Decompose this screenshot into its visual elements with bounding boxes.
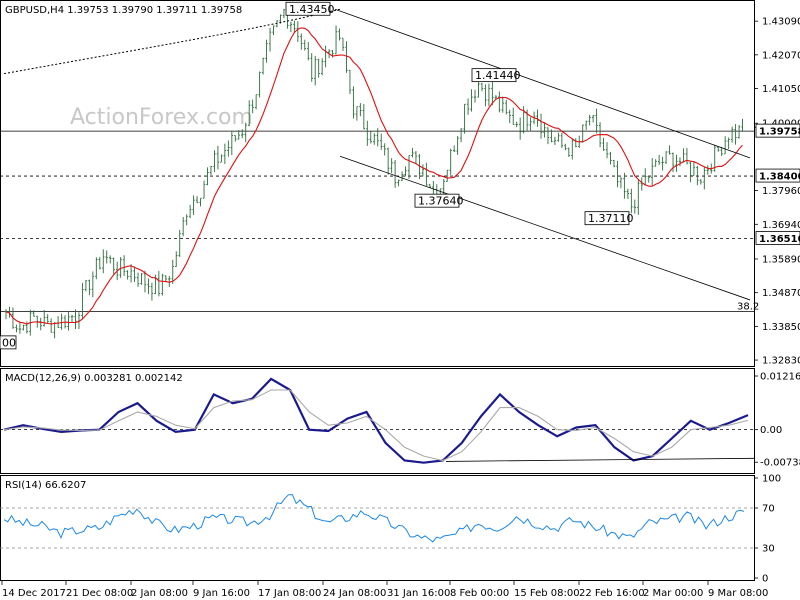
y-tick-label: 1.34870 [762,288,800,299]
y-tick-label: 1.36940 [762,220,800,231]
rsi-layer [0,494,754,549]
rsi-title: RSI(14) 66.6207 [5,480,86,491]
macd-title: MACD(12,26,9) 0.003281 0.002142 [5,373,183,384]
y-tick-label: 1.32830 [762,356,800,367]
level-label-box [755,168,800,183]
y-tick-label: 1.43090 [762,17,800,28]
rsi-y-tick-label: 30 [762,544,775,555]
x-tick-label: 2 Jan 08:00 [131,588,188,599]
dotted-long-ma [3,8,341,75]
price-layer: 1.43450 1.41440 1.37640 1.37110 00 38.2 [0,1,759,350]
y-tick-label: 1.37960 [762,186,800,197]
rsi-y-tick-label: 70 [762,504,775,515]
current-price-label-box [755,123,800,138]
level-label: 1.38400 [759,172,800,183]
price-panel-frame [0,0,755,367]
macd-y-tick-label: 0.00 [760,425,782,436]
level-label: 1.36510 [759,234,800,245]
price-tag-box [0,335,17,350]
price-tag-label: 00 [2,336,16,349]
x-tick-label: 15 Feb 08:00 [514,588,580,599]
upper-trend-line [334,8,751,159]
x-tick-label: 22 Feb 16:00 [579,588,645,599]
macd-layer [0,377,755,464]
rsi-panel-frame [0,475,755,581]
price-tag-box [285,1,331,16]
macd-y-tick-label: -0.007384 [760,458,800,469]
price-tag-label: 1.41440 [475,69,521,82]
y-tick-label: 1.35890 [762,254,800,265]
lower-channel-line [339,155,751,301]
watermark: ActionForex.com [70,105,253,130]
x-tick-label: 17 Jan 08:00 [258,588,321,599]
x-tick-label: 9 Jan 16:00 [193,588,250,599]
y-tick-label: 1.42070 [762,50,800,61]
level-label-box [755,231,800,245]
current-price-label: 1.39758 [759,127,800,138]
price-tag-box [584,211,630,226]
x-tick-label: 9 Mar 08:00 [708,588,768,599]
price-tag-label: 1.37110 [588,212,634,225]
rsi-line [3,494,745,543]
price-tag-label: 1.43450 [289,3,335,16]
x-tick-label: 14 Dec 2017 [2,588,66,599]
price-tag-box [471,68,517,83]
macd-line [3,377,749,464]
rsi-y-tick-label: 0 [762,574,768,585]
price-tag-box [414,193,460,208]
x-tick-label: 31 Jan 16:00 [387,588,450,599]
x-tick-label: 24 Jan 08:00 [323,588,386,599]
signal-line [3,389,749,462]
x-tick-label: 21 Dec 08:00 [66,588,133,599]
x-tick-label: 2 Mar 00:00 [643,588,703,599]
macd-divergence-line [445,457,755,462]
y-tick-label: 1.33850 [762,322,800,333]
x-tick-label: 8 Feb 00:00 [450,588,509,599]
rsi-y-tick-label: 100 [762,474,781,485]
price-tag-label: 1.37640 [418,195,464,208]
macd-y-tick-label: 0.012164 [760,372,800,383]
axis-layer: 1.430901.420701.410501.400001.398801.379… [1,17,800,599]
y-tick-label: 1.41050 [762,84,800,95]
price-title: GBPUSD,H4 1.39753 1.39790 1.39711 1.3975… [5,5,242,16]
fib-label: 38.2 [737,301,759,312]
red-moving-average [5,27,743,325]
